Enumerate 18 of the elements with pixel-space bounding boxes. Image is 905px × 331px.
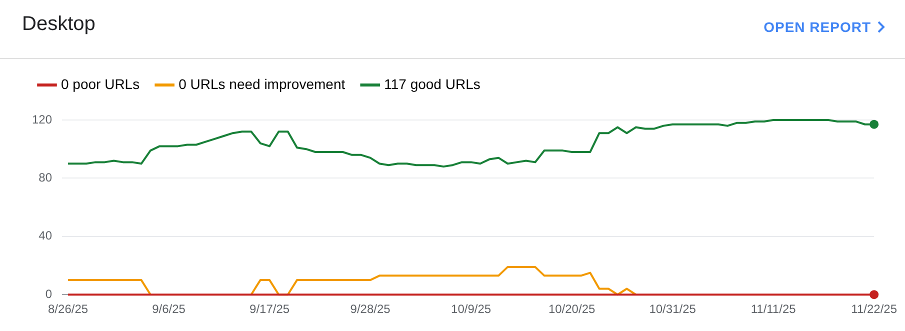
x-tick-label: 8/26/25 xyxy=(48,302,88,316)
chart-title: Desktop xyxy=(22,13,96,36)
x-tick-label: 10/31/25 xyxy=(649,302,696,316)
y-tick-label: 0 xyxy=(45,286,52,301)
text: OPEN REPORT xyxy=(764,19,871,35)
x-tick-label: 11/22/25 xyxy=(851,302,898,316)
legend-label: 117 good URLs xyxy=(384,76,480,92)
x-tick-label: 10/20/25 xyxy=(548,302,596,316)
y-tick-label: 80 xyxy=(38,170,52,185)
x-tick-label: 9/17/25 xyxy=(250,302,290,316)
x-tick-label: 9/28/25 xyxy=(350,302,391,316)
x-tick-label: 11/11/25 xyxy=(750,302,796,316)
legend-label: 0 URLs need improvement xyxy=(178,76,346,92)
y-tick-label: 40 xyxy=(38,228,52,243)
x-tick-label: 10/9/25 xyxy=(451,302,492,316)
x-tick-label: 9/6/25 xyxy=(152,302,186,316)
legend-label: 0 poor URLs xyxy=(61,76,140,92)
y-tick-label: 120 xyxy=(32,112,52,126)
